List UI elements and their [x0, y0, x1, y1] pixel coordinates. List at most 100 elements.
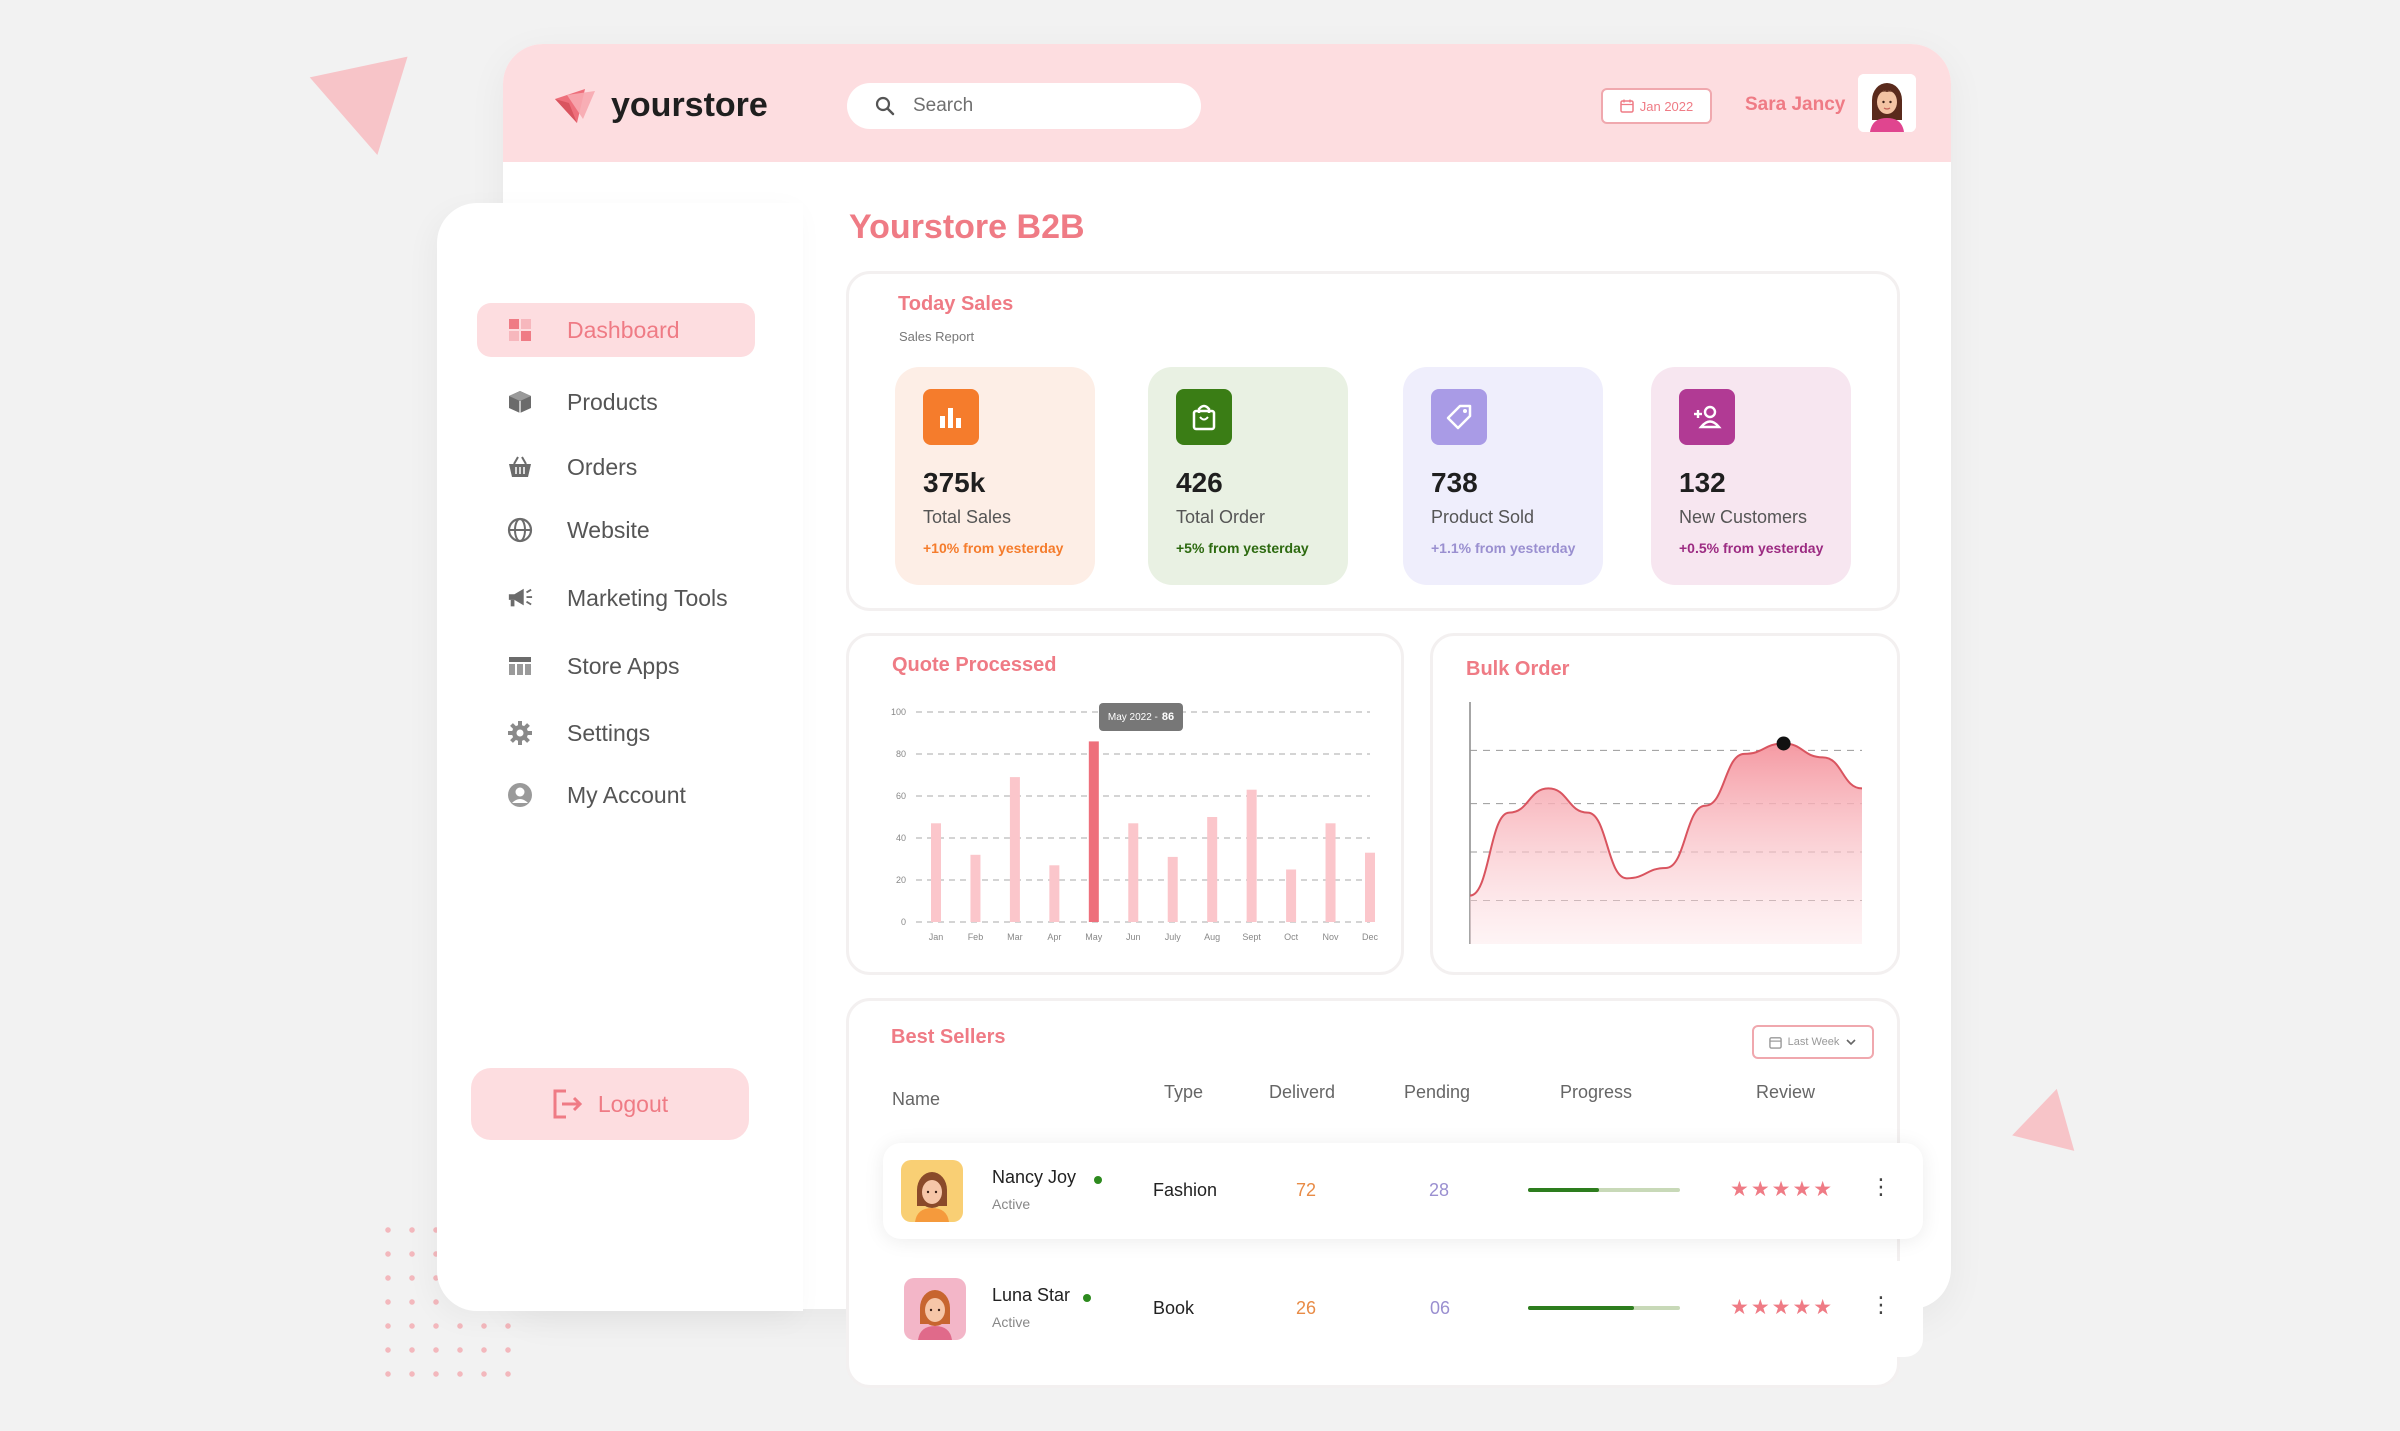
today-sales-subtitle: Sales Report	[899, 329, 975, 344]
sidebar-item-orders[interactable]: Orders	[477, 440, 755, 494]
bar	[1049, 865, 1060, 922]
stat-delta: +5% from yesterday	[1176, 540, 1309, 556]
avatar	[901, 1160, 963, 1222]
sidebar-item-products[interactable]: Products	[477, 375, 755, 429]
stat-card-product-sold[interactable]: 738 Product Sold +1.1% from yesterday	[1403, 367, 1603, 585]
stat-label: Total Order	[1176, 507, 1266, 527]
bar	[1167, 856, 1178, 922]
logout-label: Logout	[597, 1090, 669, 1117]
seller-status: Active	[992, 1314, 1031, 1330]
user-name[interactable]: Sara Jancy	[1745, 94, 1846, 115]
sidebar-item-marketing-tools[interactable]: Marketing Tools	[477, 571, 755, 625]
stat-value: 132	[1679, 467, 1726, 498]
column-header-type[interactable]: Type	[1164, 1082, 1204, 1102]
column-header-name[interactable]: Name	[892, 1089, 941, 1109]
sidebar-item-label: Products	[567, 388, 658, 415]
stat-card-new-customers[interactable]: 132 New Customers +0.5% from yesterday	[1651, 367, 1851, 585]
sidebar-item-dashboard[interactable]: Dashboard	[477, 303, 755, 357]
x-tick-label: Dec	[1362, 932, 1379, 942]
rating-stars: ★★★★★	[1730, 1178, 1835, 1201]
stat-delta: +1.1% from yesterday	[1431, 540, 1576, 556]
table-row[interactable]	[883, 1143, 1923, 1239]
top-bar: yourstore Jan 2022 Sara Jancy	[503, 44, 1951, 162]
bar	[1246, 789, 1257, 922]
stat-value: 375k	[923, 467, 986, 498]
period-filter-dropdown[interactable]: Last Week	[1752, 1025, 1874, 1059]
seller-type: Fashion	[1153, 1180, 1218, 1200]
y-tick-label: 40	[896, 833, 906, 843]
sidebar-item-settings[interactable]: Settings	[477, 706, 755, 760]
more-options-icon[interactable]: ⋮	[1870, 1174, 1892, 1199]
search-input[interactable]	[913, 95, 1153, 117]
sidebar-item-label: Orders	[567, 453, 638, 480]
logo[interactable]: yourstore	[555, 86, 768, 125]
user-avatar-icon	[1858, 74, 1916, 132]
search-bar[interactable]	[847, 83, 1201, 129]
logout-icon	[553, 1089, 582, 1119]
x-tick-label: Jun	[1126, 932, 1141, 942]
progress-fill	[1528, 1306, 1635, 1310]
quote-processed-title: Quote Processed	[892, 654, 1057, 676]
sidebar-item-label: My Account	[567, 781, 686, 808]
avatar	[904, 1278, 966, 1340]
column-header-delivered[interactable]: Deliverd	[1269, 1082, 1336, 1102]
x-tick-label: Mar	[1007, 932, 1023, 942]
sidebar-item-my-account[interactable]: My Account	[477, 768, 755, 822]
logout-button[interactable]: Logout	[471, 1068, 749, 1140]
decorative-triangle	[309, 56, 427, 166]
gear-icon	[507, 720, 533, 746]
page-title: Yourstore B2B	[849, 208, 1085, 246]
chart-tooltip: May 2022 - 86	[1099, 703, 1183, 731]
bar	[1207, 817, 1218, 922]
stat-delta: +10% from yesterday	[923, 540, 1064, 556]
x-tick-label: Oct	[1284, 932, 1299, 942]
avatar[interactable]	[1858, 74, 1916, 132]
tooltip-label: May 2022 -	[1107, 711, 1158, 723]
stat-value: 426	[1176, 467, 1223, 498]
add-user-icon	[1694, 405, 1722, 429]
bar	[1128, 823, 1139, 922]
sidebar-item-store-apps[interactable]: Store Apps	[477, 639, 755, 693]
sidebar-item-website[interactable]: Website	[477, 503, 755, 557]
x-tick-label: Sept	[1242, 932, 1261, 942]
date-picker[interactable]: Jan 2022	[1601, 88, 1712, 124]
more-options-icon[interactable]: ⋮	[1870, 1292, 1892, 1317]
bulk-order-title: Bulk Order	[1466, 658, 1570, 680]
column-header-progress[interactable]: Progress	[1560, 1082, 1633, 1102]
bar-chart-icon	[940, 408, 961, 428]
stat-icon-box	[1176, 389, 1232, 445]
x-tick-label: Jan	[929, 932, 944, 942]
megaphone-icon	[507, 585, 533, 611]
bar	[970, 854, 981, 922]
seller-status: Active	[992, 1196, 1031, 1212]
y-tick-label: 80	[896, 749, 906, 759]
x-tick-label: Feb	[968, 932, 984, 942]
stat-card-total-order[interactable]: 426 Total Order +5% from yesterday	[1148, 367, 1348, 585]
bar	[1009, 777, 1020, 922]
column-header-pending[interactable]: Pending	[1404, 1082, 1471, 1102]
column-header-review[interactable]: Review	[1756, 1082, 1816, 1102]
pending-count: 06	[1430, 1298, 1451, 1318]
search-icon	[875, 96, 895, 116]
x-tick-label: July	[1165, 932, 1182, 942]
sidebar-item-label: Website	[567, 516, 650, 543]
y-tick-label: 60	[896, 791, 906, 801]
area-line	[1469, 742, 1863, 897]
pending-count: 28	[1429, 1180, 1450, 1200]
best-sellers-title: Best Sellers	[891, 1026, 1006, 1048]
x-tick-label: May	[1085, 932, 1103, 942]
rating-stars: ★★★★★	[1730, 1296, 1835, 1319]
progress-fill	[1528, 1188, 1600, 1192]
stat-card-total-sales[interactable]: 375k Total Sales +10% from yesterday	[895, 367, 1095, 585]
y-tick-label: 100	[891, 707, 906, 717]
sidebar: Dashboard Products Orders Website Market…	[437, 203, 803, 1311]
app-name: yourstore	[611, 86, 768, 124]
user-avatar-icon	[918, 1290, 952, 1340]
stat-icon-box	[923, 389, 979, 445]
table-row[interactable]	[883, 1261, 1923, 1357]
basket-icon	[507, 454, 533, 480]
seller-name: Nancy Joy	[992, 1167, 1077, 1187]
period-filter-label: Last Week	[1787, 1036, 1840, 1048]
bar	[1088, 741, 1099, 922]
stat-label: New Customers	[1679, 507, 1808, 527]
